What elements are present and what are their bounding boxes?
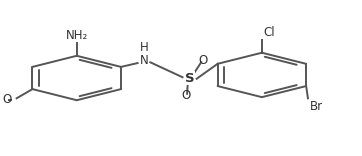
Text: Br: Br bbox=[310, 100, 323, 113]
Text: NH₂: NH₂ bbox=[66, 29, 88, 42]
Text: O: O bbox=[2, 93, 11, 106]
Text: S: S bbox=[185, 71, 194, 85]
Text: H: H bbox=[140, 41, 148, 54]
Text: O: O bbox=[198, 54, 208, 67]
Text: O: O bbox=[181, 89, 191, 102]
Text: N: N bbox=[140, 54, 148, 67]
Text: Cl: Cl bbox=[264, 26, 275, 39]
